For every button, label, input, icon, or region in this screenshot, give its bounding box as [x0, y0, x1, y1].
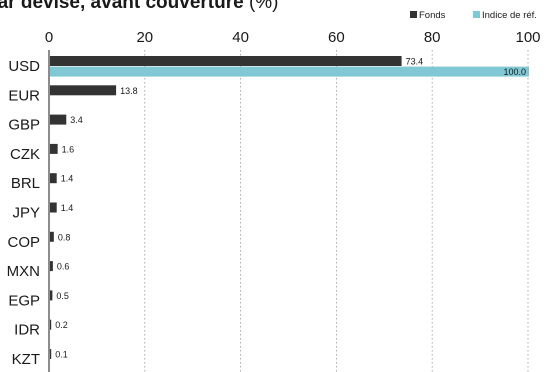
- bar-fonds: [50, 85, 117, 96]
- data-label: 0.2: [55, 320, 68, 330]
- chart-title-text: par devise, avant couverture: [0, 0, 244, 13]
- category-label: USD: [8, 58, 40, 75]
- data-label: 1.4: [61, 174, 74, 184]
- category-label: EUR: [8, 87, 40, 104]
- data-label: 1.4: [61, 203, 74, 213]
- category-label: JPY: [12, 205, 40, 222]
- x-tick-label: 40: [232, 29, 249, 46]
- bar-fonds: [50, 143, 58, 154]
- bar-fonds: [50, 290, 53, 301]
- category-label: GBP: [8, 117, 40, 134]
- data-label: 100.0: [503, 67, 526, 77]
- category-label: IDR: [14, 322, 40, 339]
- bar-fonds: [50, 56, 402, 66]
- x-axis-ticks: 0 20 40 60 80 100: [45, 29, 541, 46]
- chart-title: par devise, avant couverture (%): [0, 0, 279, 14]
- legend-label: Fonds: [419, 10, 446, 21]
- x-tick-label: 60: [328, 29, 345, 46]
- category-label: EGP: [8, 292, 40, 309]
- chart-gridlines: [48, 50, 529, 372]
- y-axis-categories: USD EUR GBP CZK BRL JPY COP MXN EGP IDR KZT: [7, 58, 41, 368]
- bar-fonds: [50, 349, 52, 359]
- bar-fonds: [50, 261, 53, 272]
- x-tick-label: 20: [136, 29, 153, 46]
- category-label: BRL: [11, 175, 40, 192]
- data-label: 3.4: [70, 115, 83, 125]
- chart-title-unit: (%): [248, 0, 279, 13]
- bar-fonds: [50, 202, 57, 213]
- legend-label: Indice de réf.: [482, 10, 537, 21]
- x-tick-label: 0: [45, 29, 53, 46]
- data-label: 0.1: [55, 350, 68, 360]
- data-label: 13.8: [120, 86, 138, 96]
- data-label: 0.8: [58, 232, 71, 242]
- category-label: KZT: [12, 351, 40, 368]
- category-label: COP: [7, 234, 40, 251]
- bar-indice: [50, 66, 529, 77]
- bar-fonds: [50, 114, 67, 125]
- x-tick-label: 100: [515, 29, 540, 46]
- category-label: MXN: [7, 263, 40, 280]
- data-label: 0.6: [57, 262, 70, 272]
- bar-fonds: [50, 173, 57, 184]
- data-label: 1.6: [62, 144, 75, 154]
- legend-swatch-fonds: [410, 11, 417, 18]
- data-label: 73.4: [406, 57, 424, 67]
- bar-fonds: [50, 319, 52, 330]
- category-label: CZK: [10, 146, 40, 163]
- bar-fonds: [50, 231, 54, 242]
- x-tick-label: 80: [424, 29, 441, 46]
- chart-bars: 73.4 100.0 13.8 3.4 1.6 1.4 1.4 0.8 0.6 0.5 0.2 0.1: [50, 56, 529, 360]
- legend-swatch-indice: [473, 11, 480, 18]
- chart-legend: Fonds Indice de réf.: [410, 10, 537, 21]
- data-label: 0.5: [56, 291, 69, 301]
